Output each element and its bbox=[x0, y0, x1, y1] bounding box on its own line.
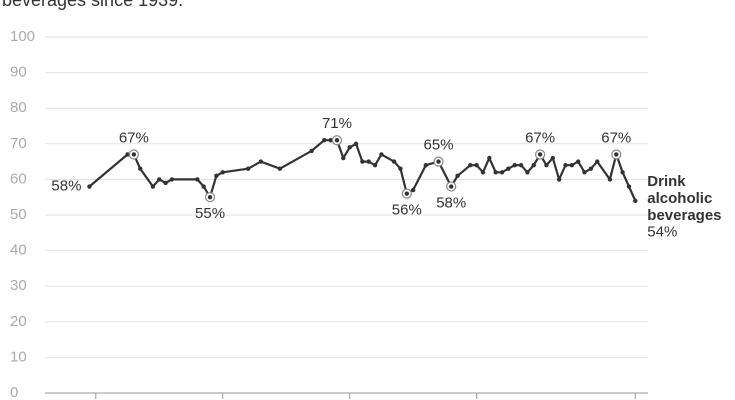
y-tick-label: 70 bbox=[10, 135, 27, 152]
data-point bbox=[563, 162, 568, 168]
data-point bbox=[372, 162, 378, 168]
data-point bbox=[258, 159, 264, 164]
y-tick-label: 30 bbox=[10, 277, 27, 294]
data-point bbox=[582, 170, 587, 175]
data-point bbox=[499, 170, 505, 175]
data-point bbox=[449, 184, 454, 189]
data-label: 71% bbox=[322, 115, 352, 132]
data-point bbox=[207, 195, 213, 200]
data-point bbox=[138, 166, 143, 171]
data-point bbox=[87, 184, 92, 189]
data-label: 54% bbox=[647, 224, 677, 241]
data-line bbox=[88, 139, 637, 202]
y-tick-label: 80 bbox=[10, 99, 27, 116]
data-point bbox=[518, 162, 524, 168]
y-tick-label: 0 bbox=[10, 384, 18, 400]
y-tick-label: 100 bbox=[10, 28, 35, 45]
data-point bbox=[334, 138, 340, 143]
data-point bbox=[169, 177, 175, 182]
data-label: 67% bbox=[601, 129, 631, 146]
data-point bbox=[150, 184, 156, 189]
y-tick-label: 50 bbox=[10, 206, 27, 223]
data-point bbox=[588, 166, 594, 171]
data-point bbox=[379, 152, 384, 157]
data-point bbox=[398, 166, 403, 171]
data-point bbox=[423, 162, 429, 168]
data-point bbox=[595, 159, 600, 164]
data-point bbox=[620, 170, 625, 175]
data-point bbox=[125, 152, 130, 157]
data-point bbox=[410, 187, 416, 193]
data-point bbox=[493, 170, 498, 175]
data-point bbox=[537, 152, 543, 157]
data-point bbox=[556, 177, 562, 182]
data-point bbox=[544, 162, 549, 168]
data-point bbox=[201, 184, 206, 189]
data-label: 55% bbox=[195, 205, 225, 222]
data-point bbox=[214, 173, 219, 179]
data-point bbox=[633, 198, 638, 203]
data-point bbox=[195, 177, 200, 182]
data-point bbox=[341, 155, 346, 161]
y-tick-label: 60 bbox=[10, 170, 27, 187]
chart-subtitle: beverages since 1939. bbox=[2, 0, 183, 10]
data-point bbox=[404, 191, 409, 196]
data-point bbox=[353, 141, 359, 146]
data-point bbox=[366, 159, 371, 164]
data-label: 58% bbox=[436, 194, 466, 211]
data-point bbox=[277, 166, 283, 171]
data-point bbox=[626, 184, 632, 189]
data-point bbox=[575, 159, 581, 164]
data-point bbox=[506, 166, 511, 171]
data-point bbox=[347, 145, 352, 150]
series-label: Drink alcoholic beverages bbox=[647, 173, 721, 224]
data-point bbox=[131, 152, 137, 157]
data-point bbox=[531, 162, 536, 168]
data-point bbox=[480, 170, 486, 175]
data-label: 58% bbox=[51, 177, 81, 194]
data-point bbox=[245, 166, 251, 171]
data-point bbox=[614, 152, 619, 157]
data-label: 56% bbox=[392, 202, 422, 219]
data-point bbox=[607, 177, 613, 182]
data-point bbox=[436, 159, 441, 164]
data-label: 65% bbox=[424, 137, 454, 154]
data-point bbox=[391, 159, 397, 164]
data-point bbox=[157, 177, 162, 182]
data-point bbox=[360, 159, 365, 164]
y-tick-label: 40 bbox=[10, 242, 27, 259]
data-point bbox=[220, 170, 225, 175]
y-tick-label: 10 bbox=[10, 348, 27, 365]
data-point bbox=[550, 155, 555, 161]
data-point bbox=[474, 162, 479, 168]
y-tick-label: 90 bbox=[10, 64, 27, 81]
data-point bbox=[487, 155, 492, 161]
data-point bbox=[455, 173, 460, 179]
data-point bbox=[525, 170, 530, 175]
data-label: 67% bbox=[525, 129, 555, 146]
data-point bbox=[322, 138, 327, 143]
data-point bbox=[328, 138, 333, 143]
data-point bbox=[468, 162, 473, 168]
data-point bbox=[309, 148, 314, 154]
data-point bbox=[512, 162, 517, 168]
data-label: 67% bbox=[119, 129, 149, 146]
y-tick-label: 20 bbox=[10, 313, 27, 330]
data-point bbox=[569, 162, 575, 168]
data-point bbox=[163, 180, 168, 186]
